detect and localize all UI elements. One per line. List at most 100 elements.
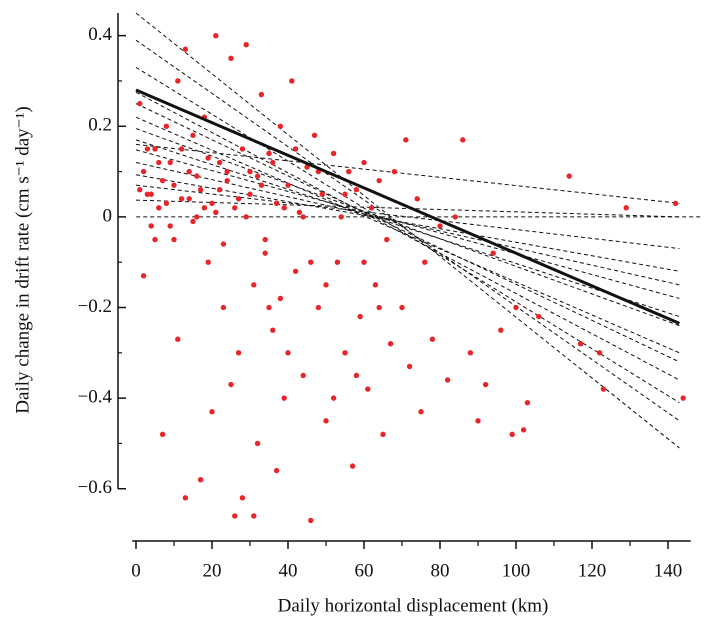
y-axis-label: Daily change in drift rate (cm s⁻¹ day⁻¹… [12,106,33,413]
point [596,350,603,356]
point [235,350,242,356]
point [349,463,356,469]
point [376,304,382,311]
point [342,350,348,356]
point [292,268,299,274]
point [384,236,390,243]
point [167,159,173,166]
point [175,336,181,342]
point [509,431,515,438]
point [209,409,215,415]
point [520,427,527,433]
point [277,123,284,129]
point [422,259,428,265]
point [418,409,424,415]
point [224,177,230,184]
point [190,218,196,225]
point [308,259,314,265]
point [247,191,253,197]
point [232,513,238,519]
point [270,327,276,333]
fit-line [135,91,680,381]
x-tick-label: 120 [578,560,607,581]
point [672,200,679,207]
point [403,137,409,143]
point [513,304,519,311]
point [213,209,219,216]
point [444,377,451,383]
fit-line [135,103,680,363]
point [216,159,223,166]
point [216,187,223,193]
y-tick-label: −0.2 [78,296,112,317]
point [498,327,504,333]
x-tick-label: 0 [131,560,141,581]
point [152,236,158,243]
point [254,440,261,447]
point [467,350,474,356]
point [399,304,405,311]
point [376,177,382,184]
point [315,304,322,311]
point [175,78,181,84]
point [380,431,386,438]
point [273,200,280,207]
point [524,399,531,406]
point [228,381,234,388]
point [144,146,151,152]
point [600,386,607,392]
point [270,159,276,166]
point [365,386,371,392]
fit-line [135,184,680,250]
point [220,241,227,247]
point [239,146,246,152]
point [171,182,177,188]
point [353,372,360,379]
fit-line [135,149,680,299]
point [254,173,261,179]
y-tick-label: 0 [103,205,113,226]
point [338,214,344,220]
y-tick-label: −0.4 [78,386,113,407]
point [140,273,147,279]
point [319,191,325,197]
point [247,168,253,175]
point [167,223,173,229]
point [346,168,352,175]
point [482,381,489,388]
fit-line [135,139,680,318]
point [323,282,329,288]
fit-line [135,116,680,354]
point [342,191,348,197]
point [292,146,299,152]
point [243,214,249,220]
point [391,168,398,175]
point [368,205,375,211]
point [232,205,238,211]
point [220,304,227,311]
point [152,146,158,152]
trend-line [135,88,680,325]
fit-line [135,66,680,404]
point [353,187,360,193]
point [251,282,257,288]
point [194,173,200,179]
point [163,200,170,207]
point [323,418,329,424]
x-tick-label: 140 [654,560,683,581]
point [258,182,265,188]
point [213,32,219,39]
point [296,209,303,216]
x-tick-label: 60 [355,560,374,581]
point [300,214,306,220]
fit-line [135,128,680,327]
point [186,168,192,175]
point [235,196,242,202]
x-tick-label: 80 [431,560,450,581]
point [239,495,246,501]
point [680,395,686,401]
point [566,173,572,179]
point [148,191,154,197]
point [209,200,215,207]
